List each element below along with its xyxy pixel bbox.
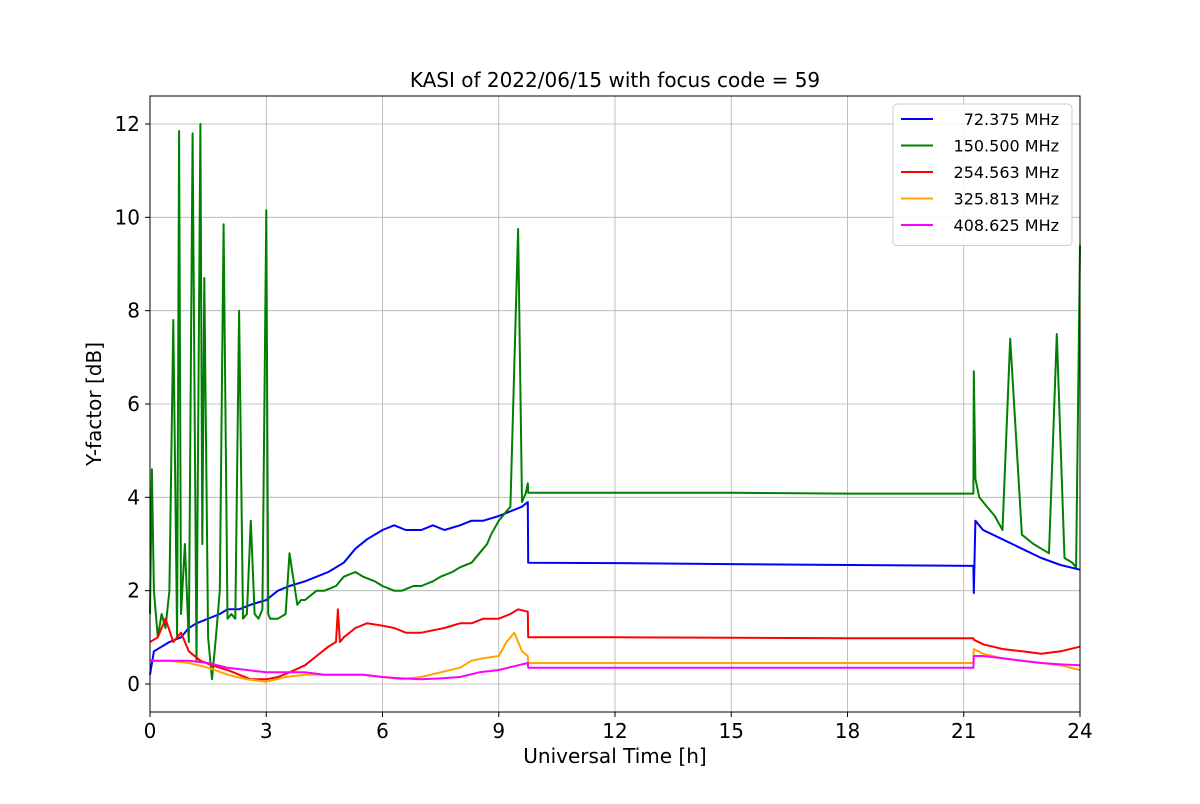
legend-label-4: 408.625 MHz xyxy=(954,216,1059,235)
series-layer xyxy=(149,123,1081,683)
x-tick-label: 15 xyxy=(719,719,744,743)
x-tick-label: 24 xyxy=(1067,719,1092,743)
legend: 72.375 MHz 150.500 MHz 254.563 MHz 325.813 … xyxy=(892,103,1073,246)
x-tick-label: 18 xyxy=(835,719,860,743)
x-tick-label: 0 xyxy=(144,719,157,743)
y-tick-label: 8 xyxy=(127,299,140,323)
x-tick-label: 6 xyxy=(376,719,389,743)
x-axis-label: Universal Time [h] xyxy=(523,744,706,768)
legend-label-2: 254.563 MHz xyxy=(954,163,1059,182)
series-line-4 xyxy=(150,655,1081,681)
legend-label-3: 325.813 MHz xyxy=(954,190,1059,209)
series-line-1 xyxy=(149,123,1081,681)
series-line-3 xyxy=(150,631,1081,683)
legend-label-1: 150.500 MHz xyxy=(954,137,1059,156)
y-tick-label: 12 xyxy=(115,112,140,136)
y-tick-label: 6 xyxy=(127,392,140,416)
series-line-0 xyxy=(149,501,1081,675)
x-tick-label: 12 xyxy=(602,719,627,743)
x-tick-label: 9 xyxy=(492,719,505,743)
x-tick-label: 21 xyxy=(951,719,976,743)
series-line-2 xyxy=(149,608,1081,681)
legend-items: 72.375 MHz 150.500 MHz 254.563 MHz 325.813 … xyxy=(901,110,1059,235)
chart-title: KASI of 2022/06/15 with focus code = 59 xyxy=(410,68,820,92)
y-tick-label: 10 xyxy=(115,205,140,229)
y-axis-label: Y-factor [dB] xyxy=(82,342,106,467)
y-tick-label: 4 xyxy=(127,485,140,509)
legend-box xyxy=(892,103,1073,246)
y-tick-label: 2 xyxy=(127,579,140,603)
y-tick-label: 0 xyxy=(127,672,140,696)
x-tick-label: 3 xyxy=(260,719,273,743)
legend-label-0: 72.375 MHz xyxy=(964,110,1059,129)
